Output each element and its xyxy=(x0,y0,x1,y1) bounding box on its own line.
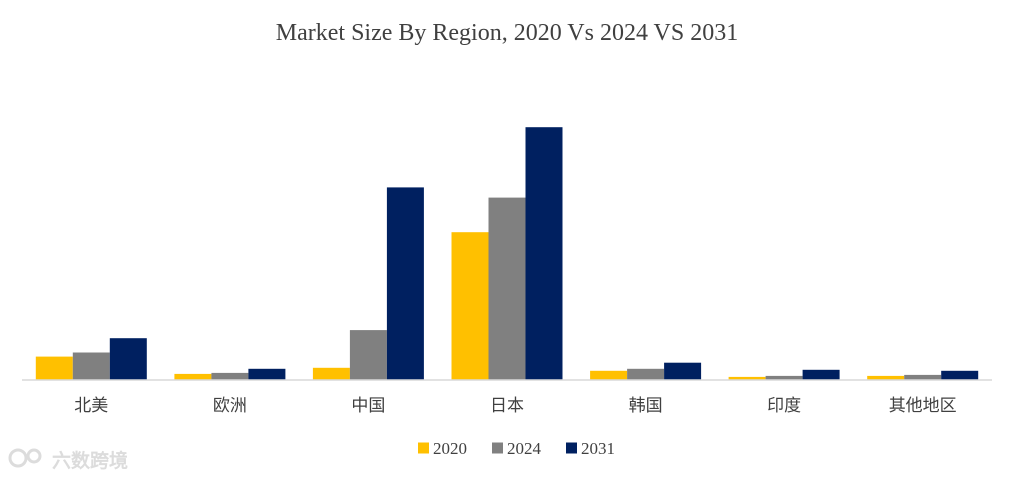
watermark-text: 六数跨境 xyxy=(52,449,128,472)
bar-2031-3 xyxy=(525,127,563,380)
bar-2024-3 xyxy=(488,197,526,380)
bar-2031-1 xyxy=(248,368,286,380)
category-label: 北美 xyxy=(74,396,108,416)
category-label: 日本 xyxy=(490,396,524,416)
bar-2020-2 xyxy=(312,367,350,380)
bars-group xyxy=(35,127,979,380)
bar-2024-1 xyxy=(211,372,249,380)
category-label: 印度 xyxy=(767,396,801,416)
legend-label-2020: 2020 xyxy=(433,439,467,458)
bar-2024-6 xyxy=(904,374,942,380)
category-label: 韩国 xyxy=(629,396,663,416)
chart-title: Market Size By Region, 2020 Vs 2024 VS 2… xyxy=(276,20,738,46)
legend-swatch-2024 xyxy=(492,442,503,454)
legend: 2020 2024 2031 xyxy=(418,439,615,458)
category-labels: 北美 欧洲 中国 日本 韩国 印度 其他地区 xyxy=(74,396,956,416)
bar-2024-5 xyxy=(765,375,803,380)
bar-2020-1 xyxy=(174,373,212,380)
bar-2031-0 xyxy=(109,338,147,380)
bar-2020-6 xyxy=(867,375,905,380)
bar-2020-5 xyxy=(728,376,766,380)
watermark-logo-icon xyxy=(8,448,42,468)
bar-2031-6 xyxy=(941,370,979,380)
bar-2031-4 xyxy=(664,362,702,380)
bar-2020-4 xyxy=(590,370,628,380)
bar-2020-3 xyxy=(451,232,489,380)
watermark: 六数跨境 xyxy=(8,448,128,472)
bar-2031-2 xyxy=(386,187,424,380)
bar-2020-0 xyxy=(35,356,73,380)
bar-2024-2 xyxy=(349,330,387,380)
category-label: 其他地区 xyxy=(889,396,957,416)
legend-swatch-2031 xyxy=(566,442,577,454)
category-label: 中国 xyxy=(351,396,385,416)
legend-label-2024: 2024 xyxy=(507,439,542,458)
category-label: 欧洲 xyxy=(213,396,247,416)
bar-2031-5 xyxy=(802,369,840,380)
bar-2024-4 xyxy=(627,368,665,380)
legend-label-2031: 2031 xyxy=(581,439,615,458)
legend-swatch-2020 xyxy=(418,442,429,454)
bar-2024-0 xyxy=(72,352,110,380)
